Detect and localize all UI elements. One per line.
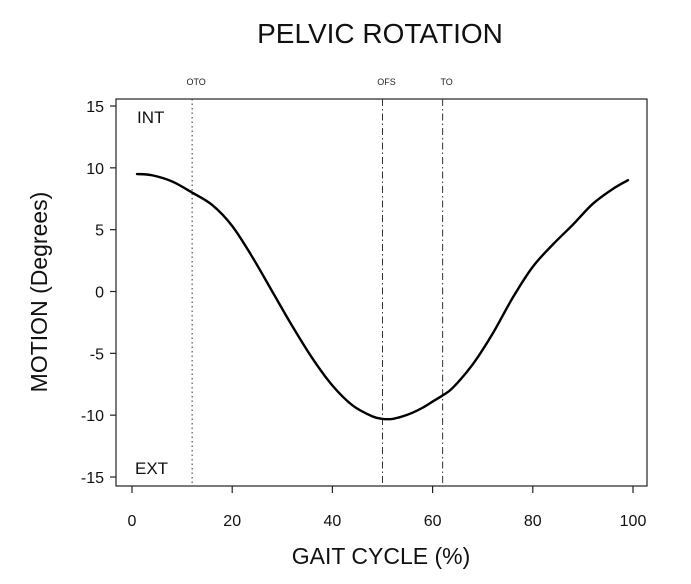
x-tick-label: 100 bbox=[620, 513, 647, 530]
x-tick-label: 20 bbox=[223, 513, 241, 530]
x-tick-label: 0 bbox=[128, 513, 137, 530]
gait-event-lines: OTO OFS TO bbox=[186, 77, 453, 486]
chart-title: PELVIC ROTATION bbox=[257, 18, 503, 49]
event-label-ofs: OFS bbox=[377, 77, 396, 87]
x-tick-label: 40 bbox=[324, 513, 342, 530]
event-label-oto: OTO bbox=[186, 77, 205, 87]
x-tick-label: 60 bbox=[424, 513, 442, 530]
x-axis-label: GAIT CYCLE (%) bbox=[292, 543, 471, 569]
event-label-to: TO bbox=[440, 77, 452, 87]
y-axis-ticks: 15 10 5 0 -5 -10 -15 bbox=[81, 99, 116, 487]
y-tick-label: -15 bbox=[81, 470, 104, 487]
y-tick-label: 10 bbox=[86, 161, 104, 178]
ext-label: EXT bbox=[135, 459, 168, 478]
x-axis-ticks: 0 20 40 60 80 100 bbox=[128, 486, 647, 530]
y-tick-label: -10 bbox=[81, 408, 104, 425]
y-tick-label: 15 bbox=[86, 99, 104, 116]
plot-frame bbox=[115, 98, 648, 487]
y-tick-label: 0 bbox=[95, 285, 104, 302]
x-tick-label: 80 bbox=[524, 513, 542, 530]
int-label: INT bbox=[137, 108, 164, 127]
series-line bbox=[135, 172, 630, 421]
y-tick-label: 5 bbox=[95, 223, 104, 240]
y-axis-label: MOTION (Degrees) bbox=[26, 192, 52, 393]
y-tick-label: -5 bbox=[90, 346, 104, 363]
